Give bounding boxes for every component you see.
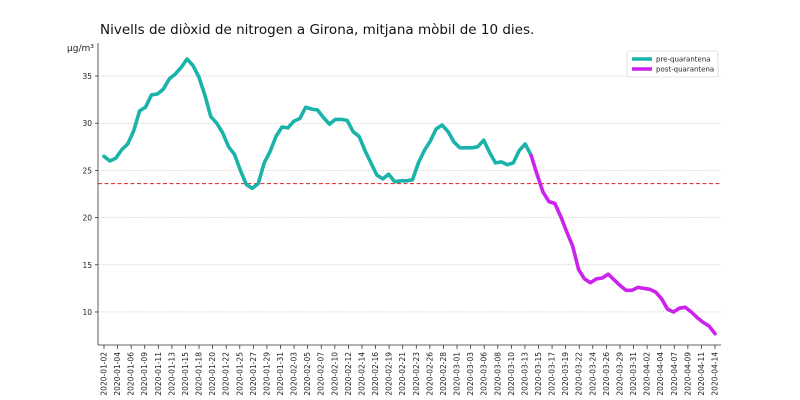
series-layer	[102, 57, 717, 336]
series-line-post-quarantena	[529, 153, 717, 336]
x-tick-label: 2020-01-31	[276, 352, 285, 396]
x-tick-label: 2020-04-14	[711, 352, 720, 396]
x-tick-label: 2020-01-18	[195, 352, 204, 396]
x-tick-label: 2020-02-05	[303, 352, 312, 396]
x-tick-label: 2020-03-03	[466, 352, 475, 396]
x-tick-label: 2020-03-26	[602, 352, 611, 396]
x-tick-label: 2020-02-03	[290, 352, 299, 396]
x-tick-label: 2020-01-11	[154, 352, 163, 396]
y-tick-label-15: 15	[82, 261, 92, 270]
x-tick-label: 2020-02-12	[344, 352, 353, 396]
x-tick-label: 2020-01-15	[181, 352, 190, 396]
x-tick-label: 2020-04-07	[670, 352, 679, 396]
x-tick-label: 2020-01-20	[208, 352, 217, 396]
x-tick-label: 2020-02-21	[398, 352, 407, 396]
y-tick-label-25: 25	[82, 166, 92, 175]
legend-label-post-quarantena: post-quarantena	[656, 66, 714, 74]
x-tick-label: 2020-03-24	[588, 352, 597, 396]
legend: pre-quarantena post-quarantena	[626, 50, 719, 78]
y-axis-unit-label: μg/m³	[67, 44, 94, 54]
y-tick-label-10: 10	[82, 308, 92, 317]
x-tick-label: 2020-01-27	[249, 352, 258, 396]
x-tick-label: 2020-02-19	[385, 352, 394, 396]
x-tick-label: 2020-01-04	[113, 352, 122, 396]
x-tick-label: 2020-01-09	[140, 352, 149, 396]
x-tick-label: 2020-01-13	[167, 352, 176, 396]
x-tick-label: 2020-03-08	[493, 352, 502, 396]
x-tick-label: 2020-03-17	[548, 352, 557, 396]
x-tick-label: 2020-02-14	[357, 352, 366, 396]
x-tick-label: 2020-02-10	[330, 352, 339, 396]
x-tick-label: 2020-03-31	[629, 352, 638, 396]
x-tick-label: 2020-02-16	[371, 352, 380, 396]
x-tick-label: 2020-01-02	[100, 352, 109, 396]
x-tick-label: 2020-04-02	[643, 352, 652, 396]
chart-title: Nivells de diòxid de nitrogen a Girona, …	[100, 22, 534, 38]
x-tick-label: 2020-04-11	[697, 352, 706, 396]
x-tick-label: 2020-02-23	[412, 352, 421, 396]
x-tick-label: 2020-03-13	[520, 352, 529, 396]
x-tick-label: 2020-02-07	[317, 352, 326, 396]
x-tick-label: 2020-03-22	[575, 352, 584, 396]
x-tick-label: 2020-03-06	[480, 352, 489, 396]
legend-label-pre-quarantena: pre-quarantena	[656, 56, 711, 64]
x-tick-label: 2020-03-15	[534, 352, 543, 396]
x-tick-label: 2020-02-26	[425, 352, 434, 396]
y-tick-label-20: 20	[82, 214, 92, 223]
x-tick-label: 2020-03-01	[453, 352, 462, 396]
x-tick-label: 2020-01-06	[127, 352, 136, 396]
x-tick-label: 2020-04-04	[656, 352, 665, 396]
x-tick-label: 2020-02-28	[439, 352, 448, 396]
x-tick-label: 2020-03-19	[561, 352, 570, 396]
x-tick-label: 2020-03-10	[507, 352, 516, 396]
series-line-pre-quarantena	[102, 57, 533, 191]
x-tick-label: 2020-01-25	[235, 352, 244, 396]
x-tick-label: 2020-04-09	[683, 352, 692, 396]
x-tick-label: 2020-01-29	[262, 352, 271, 396]
gridlines	[98, 75, 721, 313]
x-axis-ticks: 2020-01-02 2020-01-04 2020-01-06 2020-01-09…	[100, 345, 720, 396]
y-tick-label-35: 35	[82, 72, 92, 81]
y-axis-ticks: 10 15 20 25 30 35	[82, 72, 98, 317]
y-tick-label-30: 30	[82, 119, 92, 128]
x-tick-label: 2020-01-22	[222, 352, 231, 396]
x-tick-label: 2020-03-29	[615, 352, 624, 396]
